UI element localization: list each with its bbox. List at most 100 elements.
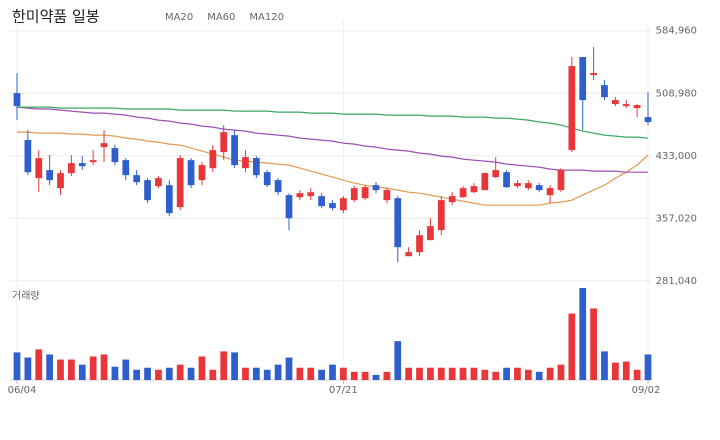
candle-body [57,173,64,189]
volume-bar [187,367,195,380]
candle-body [590,73,597,76]
volume-bar [579,288,587,380]
legend-entry: MA20 [165,12,193,23]
volume-label: 거래량 [12,290,40,302]
candle-body [176,158,184,208]
volume-bar [220,351,228,380]
candle-body [220,132,228,153]
legend-entry: MA60 [207,12,235,23]
candle-body [155,178,162,187]
volume-bar [68,359,75,380]
x-tick-label: 06/04 [8,385,37,396]
volume-bar [144,367,151,380]
volume-bar [198,356,206,380]
volume-bar [89,356,97,380]
candle-body [46,170,54,181]
candle-body [187,160,195,186]
chart-title: 한미약품 일봉 [12,8,100,26]
candle-body [601,85,608,98]
volume-bar [165,367,173,380]
volume-bar [361,371,369,380]
candle-body [35,158,43,179]
candle-body [100,143,108,148]
candle-body [231,135,238,166]
volume-bar [133,369,141,380]
volume-bar [514,367,521,380]
volume-bar [448,367,456,380]
ma-line [17,131,649,206]
volume-bar [503,367,510,380]
candle-body [622,104,630,107]
volume-bar [296,367,304,380]
volume-bar [340,367,347,380]
candle-body [383,190,391,201]
ma-line [16,106,648,173]
volume-bar [263,369,271,380]
candle-body [252,158,260,176]
candle-body [611,100,619,105]
volume-bar [524,369,532,380]
volume-bar [274,364,282,380]
candle-body [579,57,587,101]
candle-body [535,185,543,191]
volume-bar [46,354,54,380]
candle-body [470,186,478,193]
legend-entry: MA120 [249,12,284,23]
volume-bar [633,369,641,380]
volume-bar [590,308,597,380]
candle-body [122,160,130,176]
volume-bar [372,374,380,380]
volume-bar [307,367,315,380]
candle-body [350,188,358,201]
candle-body [242,157,249,169]
volume-bar [318,369,325,380]
candle-body [274,180,282,193]
x-tick-label: 07/21 [329,385,358,396]
y-tick-label: 508,980 [656,88,697,99]
volume-bar [492,371,500,380]
volume-bar [231,352,238,380]
candle-body [503,172,510,188]
y-tick-label: 281,040 [656,276,697,287]
candle-body [644,117,652,123]
candle-body [198,165,206,181]
candle-body [111,148,119,163]
candle-body [557,170,565,191]
candle-body [285,195,293,219]
candle-body [416,235,423,253]
candle-body [318,196,325,207]
candle-body [405,252,413,257]
volume-bar [535,371,543,380]
candle-body [524,183,532,189]
volume-bar [252,367,260,380]
candle-body [394,198,402,248]
ma-line [17,106,649,139]
volume-bar [405,367,413,380]
candle-body [13,93,21,107]
candle-body [448,196,456,203]
candle-body [492,170,500,178]
volume-bar [394,341,402,380]
candle-body [296,193,304,198]
volume-bar [122,359,130,380]
candle-body [263,172,271,186]
volume-bar [546,367,554,380]
volume-bar [644,354,652,380]
candle-body [437,200,445,231]
candle-body [340,198,347,211]
volume-bar [285,357,293,380]
volume-bar [176,364,184,380]
volume-bar [209,369,217,380]
y-tick-label: 584,960 [656,26,697,37]
volume-bar [78,364,86,380]
volume-bar [100,354,108,380]
volume-bar [459,367,467,380]
candle-body [307,192,315,197]
candle-body [546,188,554,196]
volume-bar [35,349,43,380]
volume-bar [24,357,32,380]
candle-body [372,185,380,191]
volume-bar [437,367,445,380]
candle-body [89,160,97,163]
